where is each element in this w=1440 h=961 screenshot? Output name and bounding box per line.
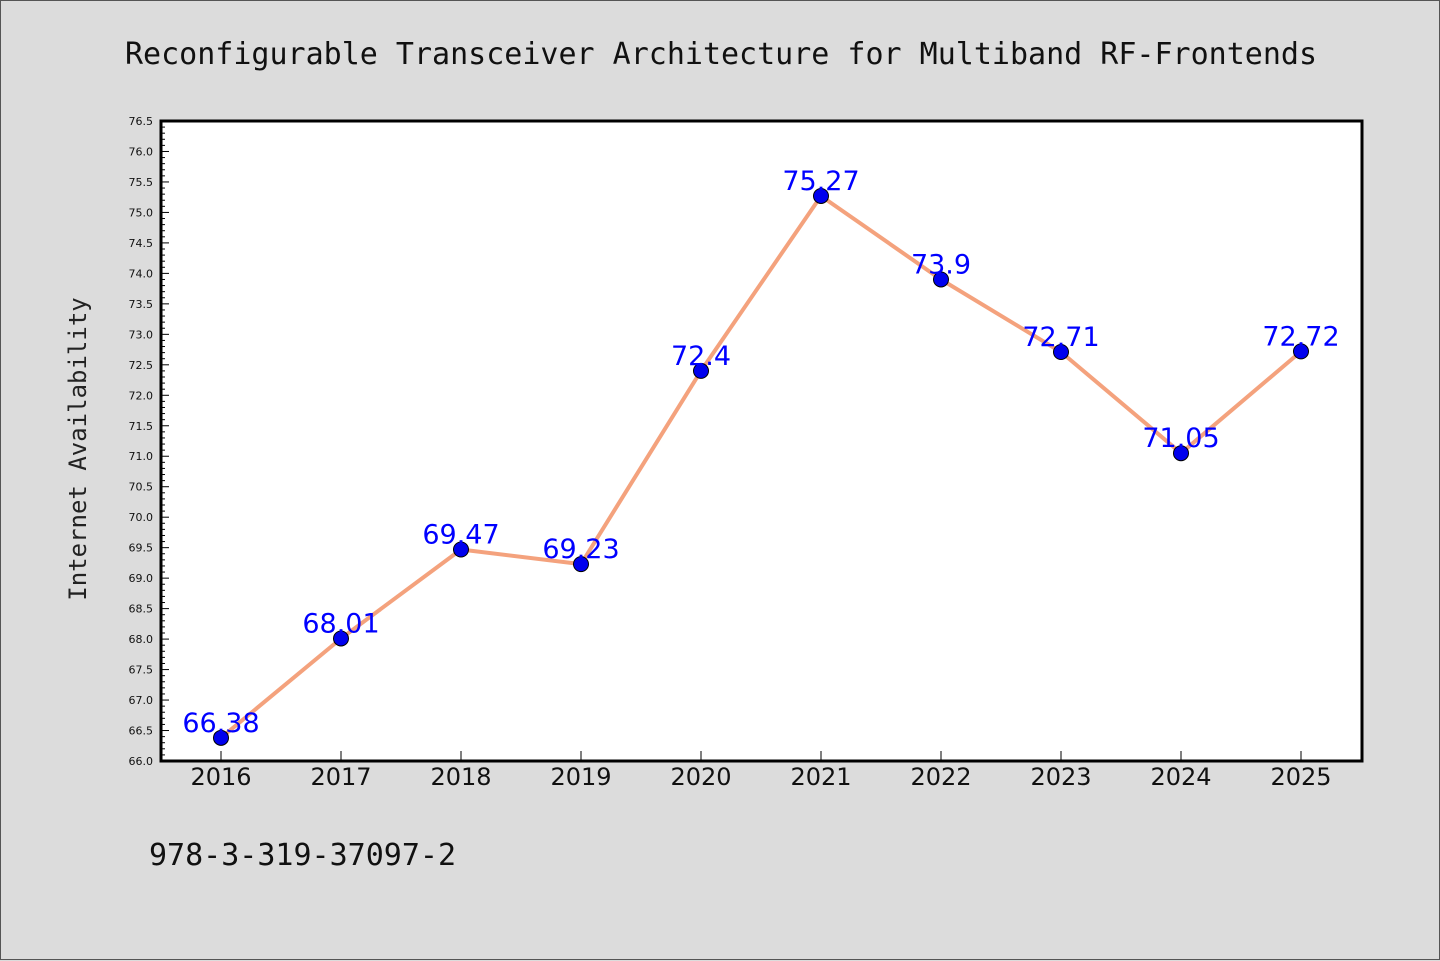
data-point bbox=[333, 630, 349, 647]
data-labels: 66.38 68.01 69.47 69.23 72.4 75.27 73.9 72.71 71… bbox=[182, 166, 1339, 739]
data-point bbox=[1053, 344, 1069, 361]
y-tick-label: 74.0 bbox=[129, 267, 154, 280]
y-tick-label: 69.5 bbox=[129, 542, 154, 555]
footer-isbn: 978-3-319-37097-2 bbox=[149, 838, 456, 873]
y-tick-label: 76.0 bbox=[129, 145, 154, 158]
data-label: 66.38 bbox=[182, 708, 259, 739]
y-tick-label: 67.0 bbox=[129, 694, 154, 707]
y-tick-label: 76.5 bbox=[129, 115, 154, 128]
series-line-group bbox=[219, 193, 1303, 740]
y-tick-label: 75.0 bbox=[129, 206, 154, 219]
x-axis: 2016 2017 2018 2019 2020 2021 2022 2023 2024 2025 bbox=[190, 751, 1332, 791]
data-point bbox=[1293, 343, 1309, 360]
data-point bbox=[933, 271, 949, 288]
y-tick-label: 70.0 bbox=[129, 511, 154, 524]
x-tick-label: 2025 bbox=[1270, 763, 1331, 791]
x-tick-label: 2018 bbox=[430, 763, 491, 791]
y-tick-label: 74.5 bbox=[129, 237, 154, 250]
data-label: 69.23 bbox=[542, 534, 619, 565]
y-tick-label: 70.5 bbox=[129, 481, 154, 494]
data-label: 73.9 bbox=[911, 249, 971, 280]
x-tick-label: 2022 bbox=[910, 763, 971, 791]
data-label: 72.71 bbox=[1022, 322, 1099, 353]
y-tick-label: 71.5 bbox=[129, 420, 154, 433]
y-tick-label: 72.5 bbox=[129, 359, 154, 372]
data-point bbox=[213, 729, 229, 746]
y-tick-label: 68.0 bbox=[129, 633, 154, 646]
y-tick-label: 68.5 bbox=[129, 603, 154, 616]
y-tick-label: 71.0 bbox=[129, 450, 154, 463]
y-tick-label: 72.0 bbox=[129, 389, 154, 402]
x-tick-label: 2020 bbox=[670, 763, 731, 791]
y-tick-label: 66.5 bbox=[129, 725, 154, 738]
y-axis-label: Internet Availability bbox=[64, 297, 92, 600]
data-point bbox=[1173, 445, 1189, 462]
y-tick-label: 69.0 bbox=[129, 572, 154, 585]
x-tick-label: 2024 bbox=[1150, 763, 1211, 791]
x-tick-label: 2019 bbox=[550, 763, 611, 791]
data-label: 69.47 bbox=[422, 519, 499, 550]
series-line bbox=[219, 193, 1303, 740]
y-tick-label: 75.5 bbox=[129, 176, 154, 189]
data-markers bbox=[213, 187, 1309, 746]
y-tick-label: 73.0 bbox=[129, 328, 154, 341]
data-label: 68.01 bbox=[302, 608, 379, 639]
data-label: 72.72 bbox=[1262, 321, 1339, 352]
x-tick-label: 2016 bbox=[190, 763, 251, 791]
data-label: 75.27 bbox=[782, 166, 859, 197]
data-label: 71.05 bbox=[1142, 423, 1219, 454]
data-point bbox=[453, 541, 469, 558]
data-point bbox=[573, 556, 589, 573]
x-tick-label: 2017 bbox=[310, 763, 371, 791]
plot-area bbox=[159, 119, 1364, 763]
y-tick-label: 66.0 bbox=[129, 755, 154, 768]
data-label: 72.4 bbox=[671, 341, 731, 372]
chart-title: Reconfigurable Transceiver Architecture … bbox=[125, 37, 1317, 72]
y-tick-label: 67.5 bbox=[129, 664, 154, 677]
y-axis: 66.0 66.5 67.0 67.5 68.0 68.5 69.0 69.5 70.0 70.5… bbox=[129, 115, 169, 768]
x-tick-label: 2023 bbox=[1030, 763, 1091, 791]
data-point bbox=[693, 362, 709, 379]
x-tick-label: 2021 bbox=[790, 763, 851, 791]
y-tick-label: 73.5 bbox=[129, 298, 154, 311]
data-point bbox=[813, 187, 829, 204]
